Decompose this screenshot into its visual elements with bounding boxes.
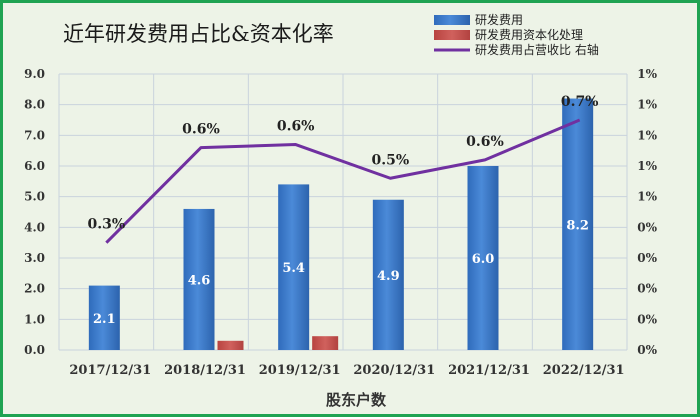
legend-label-rd: 研发费用 (475, 12, 523, 27)
y2-tick-label: 0% (637, 251, 657, 265)
x-tick-label: 2018/12/31 (164, 363, 246, 378)
chart-title: 近年研发费用占比&资本化率 (63, 22, 334, 46)
y2-tick-label: 1% (637, 98, 657, 112)
y-tick-label: 5.0 (24, 190, 45, 204)
y2-tick-label: 1% (637, 190, 657, 204)
x-tick-label: 2022/12/31 (543, 363, 625, 378)
bar-rd (372, 199, 404, 350)
bar-rd-value-label: 4.6 (188, 273, 211, 288)
x-tick-label: 2020/12/31 (353, 363, 435, 378)
y-tick-label: 7.0 (24, 128, 45, 142)
y2-tick-label: 0% (637, 220, 657, 234)
bar-rd (278, 184, 310, 350)
bar-rd (183, 208, 215, 350)
legend-label-capitalized: 研发费用资本化处理 (475, 27, 583, 42)
bar-rd (467, 166, 499, 350)
bar-rd-value-label: 8.2 (566, 218, 589, 233)
line-ratio-value-label: 0.3% (87, 217, 125, 233)
line-ratio (105, 118, 581, 244)
x-axis-label: 股东户数 (326, 391, 387, 409)
line-ratio-value-label: 0.6% (182, 122, 220, 138)
bar-rd-value-label: 5.4 (282, 261, 305, 276)
y-tick-label: 6.0 (24, 159, 45, 173)
y2-tick-label: 0% (637, 312, 657, 326)
x-tick-label: 2021/12/31 (448, 363, 530, 378)
y2-tick-label: 0% (637, 343, 657, 357)
bar-capitalized (312, 336, 339, 350)
bar-rd-value-label: 6.0 (472, 252, 495, 267)
bar-capitalized (217, 340, 244, 350)
bar-rd (88, 285, 120, 350)
bar-rd (562, 98, 594, 351)
line-ratio-value-label: 0.7% (561, 94, 599, 110)
x-tick-label: 2019/12/31 (259, 363, 341, 378)
y2-tick-label: 1% (637, 159, 657, 173)
legend-swatch-capitalized (434, 30, 470, 40)
y2-tick-label: 0% (637, 282, 657, 296)
y2-tick-label: 1% (637, 67, 657, 81)
x-tick-label: 2017/12/31 (69, 363, 151, 378)
chart-svg: 近年研发费用占比&资本化率 0.0 0% 1.0 0% 2.0 0% 3.0 0% 4.0 0% 5… (24, 12, 657, 409)
line-ratio-value-label: 0.6% (466, 134, 504, 150)
line-ratio-value-label: 0.6% (277, 119, 315, 135)
y-tick-label: 4.0 (24, 220, 45, 234)
legend-swatch-rd (434, 15, 470, 25)
y-tick-label: 8.0 (24, 98, 45, 112)
plot-area: 0.0 0% 1.0 0% 2.0 0% 3.0 0% 4.0 0% 5.0 1% 6.0 1% 7.0 1%… (24, 67, 657, 378)
y-tick-label: 3.0 (24, 251, 45, 265)
bar-rd-value-label: 2.1 (93, 312, 116, 327)
legend: 研发费用 研发费用资本化处理 研发费用占营收比 右轴 (434, 12, 599, 57)
bar-rd-value-label: 4.9 (377, 269, 400, 284)
y2-tick-label: 1% (637, 128, 657, 142)
legend-label-ratio: 研发费用占营收比 右轴 (475, 42, 599, 57)
line-ratio-value-label: 0.5% (371, 152, 409, 168)
y-tick-label: 9.0 (24, 67, 45, 81)
y-tick-label: 2.0 (24, 282, 45, 296)
y-tick-label: 0.0 (24, 343, 45, 357)
y-tick-label: 1.0 (24, 312, 45, 326)
